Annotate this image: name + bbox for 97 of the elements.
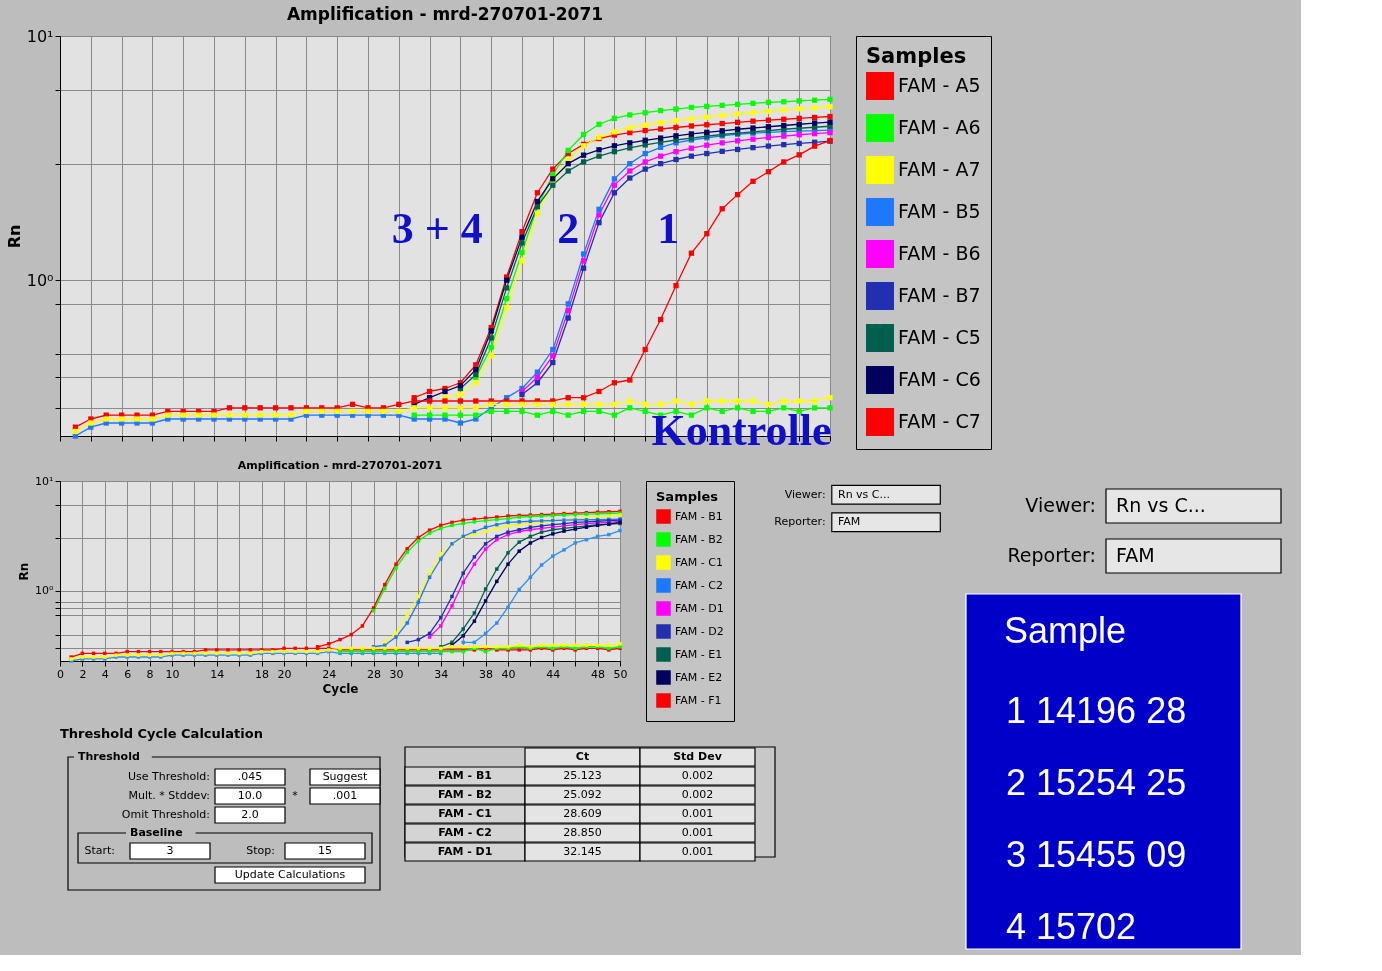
legend-label: FAM - A7 (898, 158, 981, 180)
text: FAM - B1 (438, 769, 492, 782)
x-tick-label: 10 (165, 667, 180, 681)
y-axis-title: Rn (4, 224, 24, 249)
x-tick-label: 8 (146, 667, 154, 681)
text: 15 (318, 844, 332, 857)
legend-label: FAM - D1 (675, 601, 724, 615)
text: FAM (838, 515, 861, 529)
x-tick-label: 24 (322, 667, 337, 681)
x-tick-label: 44 (546, 667, 561, 681)
legend-label: FAM - B5 (898, 200, 981, 222)
text: Reporter: (1007, 544, 1096, 566)
x-tick-label: 48 (591, 667, 606, 681)
text: Threshold (78, 750, 140, 763)
text: FAM - C2 (438, 826, 492, 839)
x-tick-label: 18 (255, 667, 270, 681)
text: FAM - B2 (438, 788, 492, 801)
text: Threshold Cycle Calculation (60, 726, 263, 741)
legend-label: FAM - C6 (898, 368, 981, 390)
x-tick-label: 14 (210, 667, 225, 681)
text: 28.609 (563, 807, 602, 820)
text: 32.145 (563, 845, 602, 858)
text: Start: (84, 844, 115, 857)
text: FAM - C1 (438, 807, 492, 820)
text: Stop: (246, 844, 275, 857)
text: 2 15254 25 (1006, 762, 1187, 803)
text: 0.001 (681, 845, 714, 858)
chart-title: Amplification - mrd-270701-2071 (237, 459, 443, 472)
text: 3 15455 09 (1006, 834, 1187, 875)
text: Std Dev (673, 750, 723, 763)
text: 0.002 (681, 769, 714, 782)
x-tick-label: 6 (124, 667, 132, 681)
legend-label: FAM - B7 (898, 284, 981, 306)
text: .001 (332, 789, 358, 802)
legend-label: FAM - B2 (675, 532, 723, 546)
text: Rn vs C... (1116, 494, 1206, 516)
legend-label: FAM - E2 (675, 670, 723, 684)
legend-label: FAM - C2 (675, 578, 723, 592)
text: 0.002 (681, 788, 714, 801)
text: 10.0 (237, 789, 263, 802)
text: 0.001 (681, 807, 714, 820)
text: FAM - D1 (437, 845, 493, 858)
legend-label: FAM - C5 (898, 326, 981, 348)
text: Update Calculations (234, 868, 346, 881)
y-tick-label: 10¹ (26, 26, 54, 46)
legend-label: FAM - D2 (675, 624, 724, 638)
legend-label: FAM - C7 (898, 410, 981, 432)
text: FAM (1116, 544, 1155, 566)
text: 1 14196 28 (1006, 690, 1187, 731)
x-tick-label: 40 (501, 667, 516, 681)
text: Ct (575, 750, 590, 763)
text: 25.092 (563, 788, 602, 801)
legend-label: FAM - F1 (675, 693, 722, 707)
y-tick-label: 10⁰ (35, 584, 55, 598)
y-tick-label: 10¹ (35, 474, 54, 488)
text: * (292, 789, 299, 802)
x-tick-label: 28 (367, 667, 382, 681)
text: Reporter: (774, 515, 826, 529)
x-tick-label: 50 (613, 667, 628, 681)
text: Suggest (322, 770, 369, 783)
text: Use Threshold: (128, 770, 210, 783)
y-axis-title: Rn (17, 562, 32, 581)
text: 25.123 (563, 769, 602, 782)
legend-label: FAM - B1 (675, 509, 723, 523)
x-tick-label: 30 (389, 667, 404, 681)
legend-label: FAM - C1 (675, 555, 723, 569)
legend-title: Samples (656, 489, 719, 504)
x-tick-label: 4 (101, 667, 109, 681)
chart-title: Amplification - mrd-270701-2071 (286, 4, 604, 24)
annotation: 1 (657, 204, 680, 253)
text: Rn vs C... (838, 487, 891, 501)
text: 0.001 (681, 826, 714, 839)
text: Sample (1004, 610, 1127, 651)
text: Mult. * Stddev: (128, 789, 210, 802)
text: Baseline (130, 826, 183, 839)
text: Viewer: (784, 487, 826, 501)
text: 28.850 (563, 826, 602, 839)
text: 3 (166, 844, 174, 857)
x-tick-label: 20 (277, 667, 292, 681)
text: Omit Threshold: (121, 808, 210, 821)
text: 4 15702 (1006, 906, 1137, 947)
legend-label: FAM - A5 (898, 74, 981, 96)
x-tick-label: 34 (434, 667, 449, 681)
legend-label: FAM - A6 (898, 116, 981, 138)
x-tick-label: 0 (57, 667, 64, 681)
text: 2.0 (241, 808, 259, 821)
y-tick-label: 10⁰ (26, 270, 54, 290)
text: .045 (237, 770, 263, 783)
legend-label: FAM - B6 (898, 242, 981, 264)
legend-title: Samples (866, 44, 967, 68)
text: Viewer: (1025, 494, 1096, 516)
x-tick-label: 2 (79, 667, 87, 681)
annotation: 2 (557, 204, 580, 253)
legend-label: FAM - E1 (675, 647, 723, 661)
x-axis-title: Cycle (322, 681, 359, 696)
annotation: 3 + 4 (391, 204, 483, 253)
x-tick-label: 38 (479, 667, 494, 681)
